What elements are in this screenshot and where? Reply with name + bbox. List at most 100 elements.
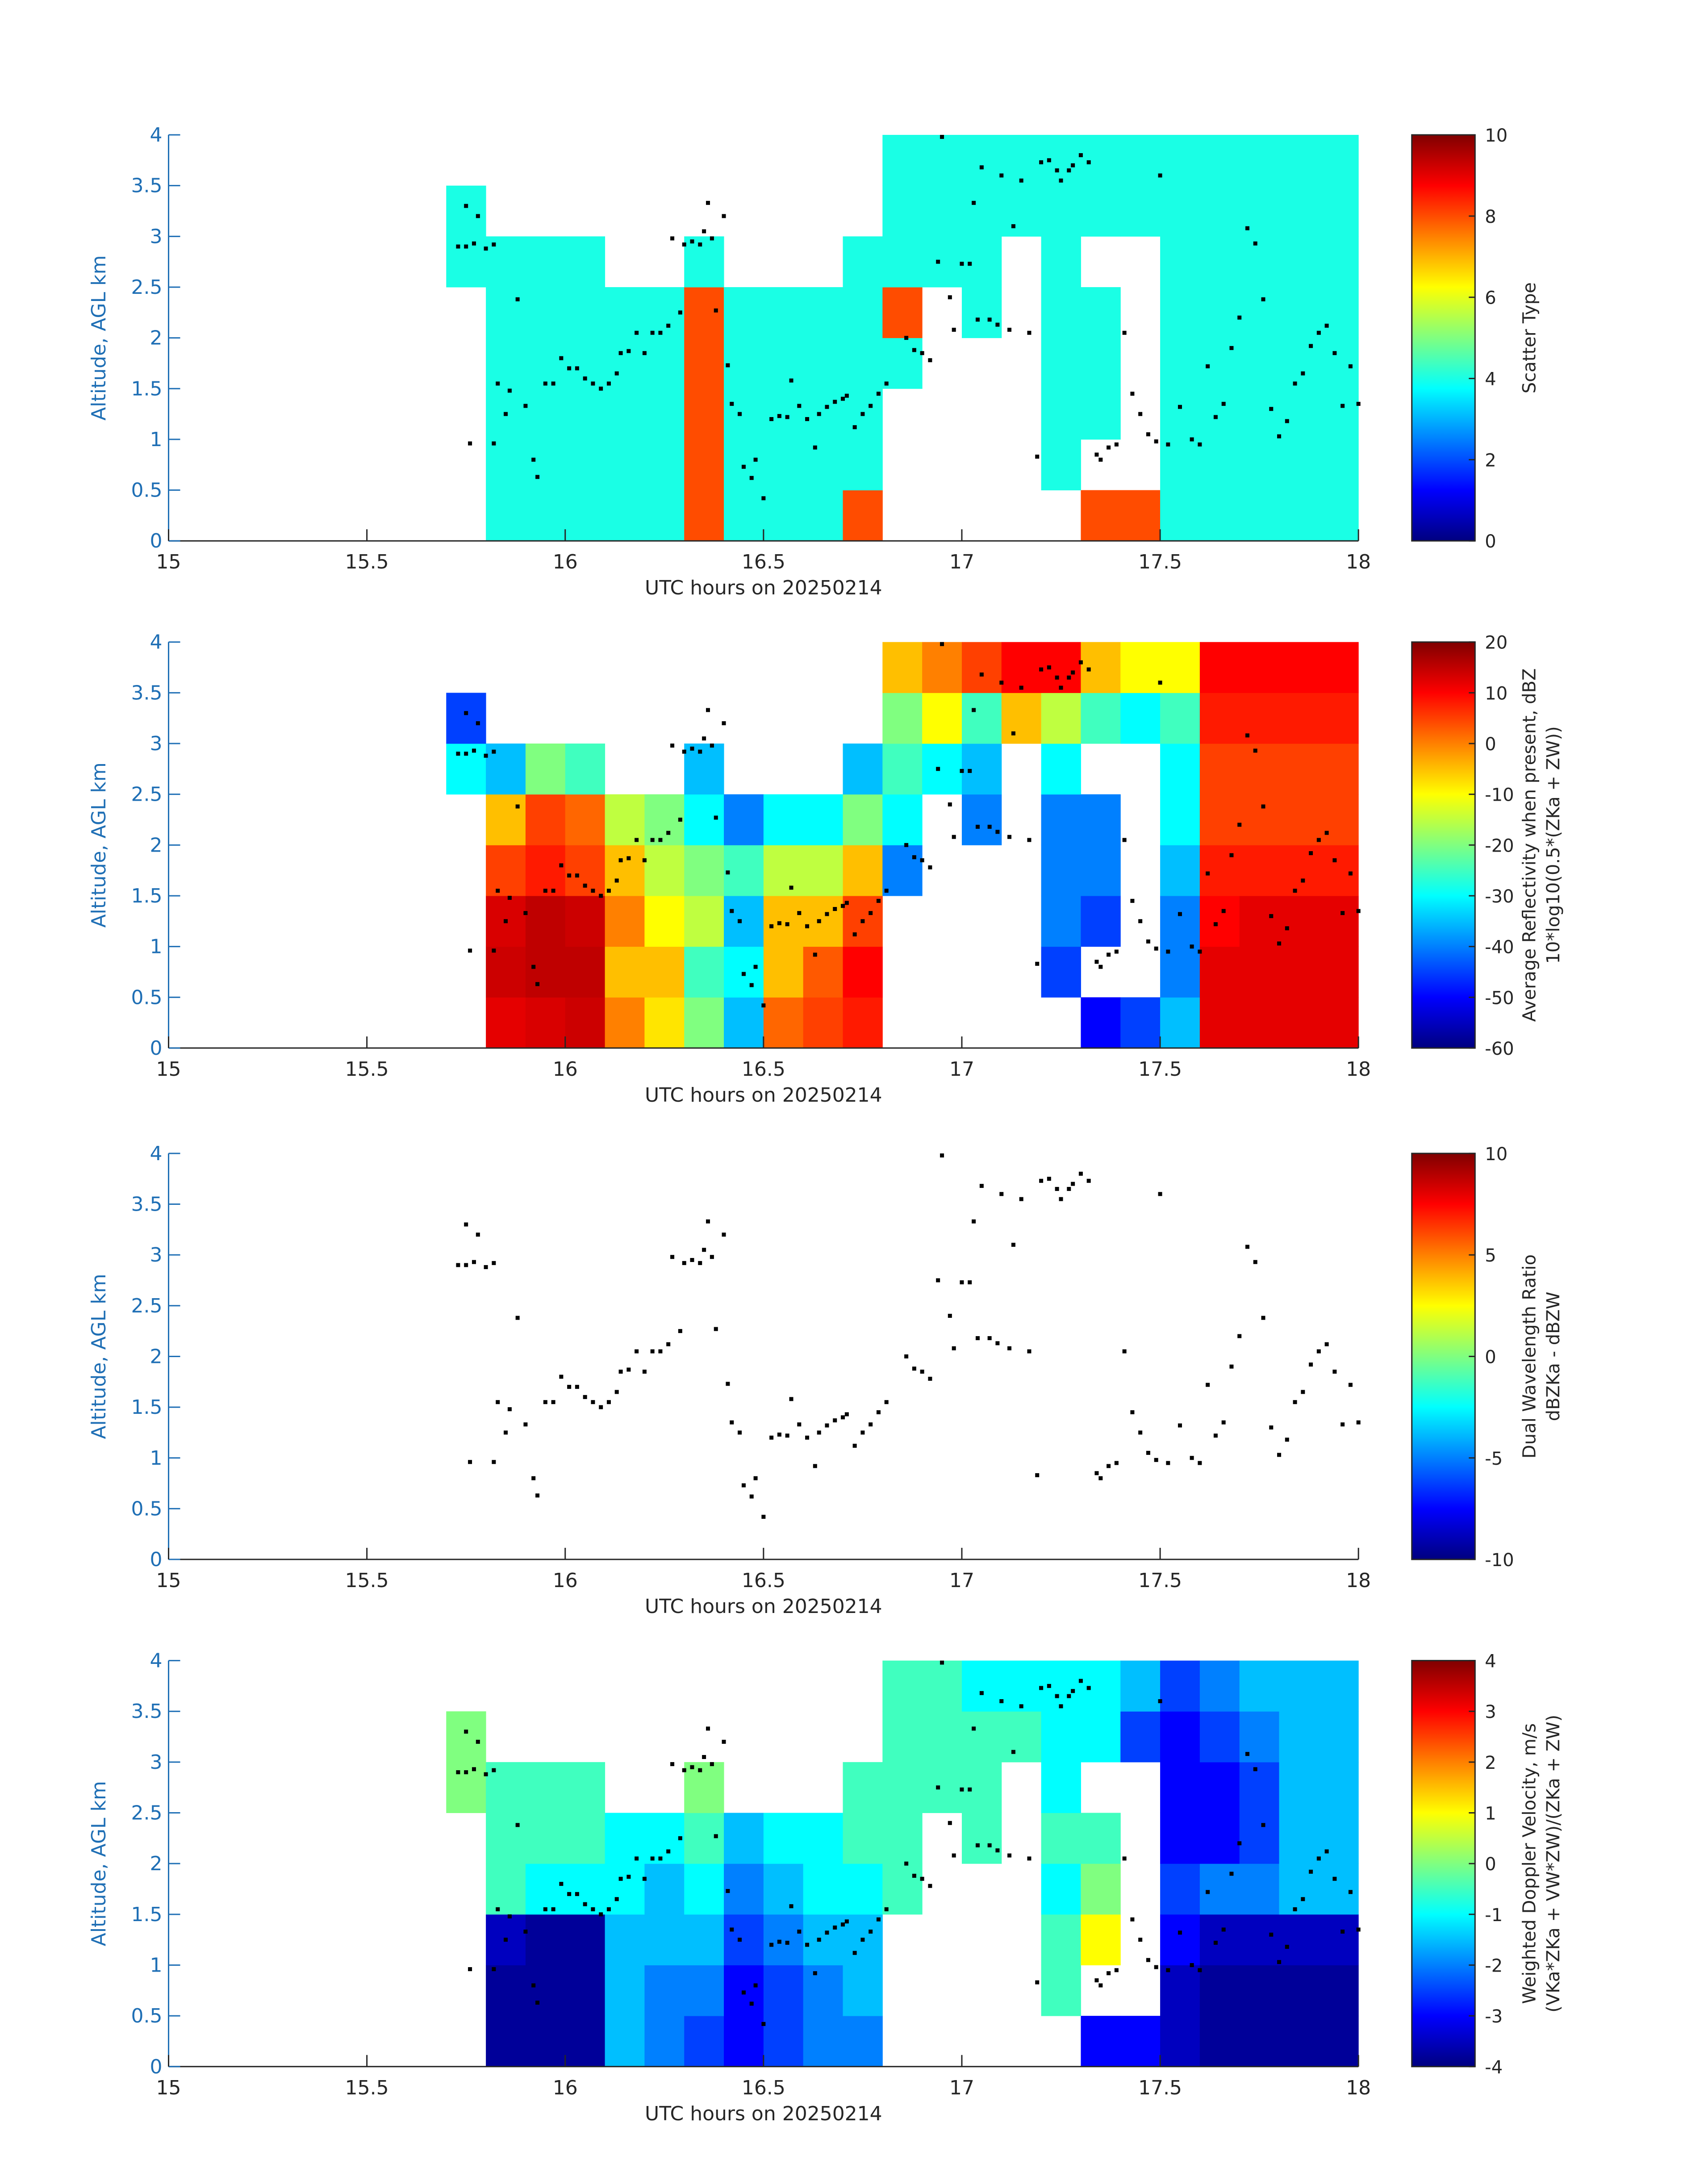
cloud-base-point xyxy=(1293,1400,1297,1404)
cloud-base-point xyxy=(928,1884,932,1888)
cloud-base-point xyxy=(642,858,647,862)
panel: 0 0.5 1 1.5 2 2.5 3 3.5 4 15 15.5 16 16.5 17 17.5 18 UTC… xyxy=(88,1650,1564,2125)
heatmap-cell xyxy=(1319,1711,1359,1763)
cloud-base-point xyxy=(979,165,984,170)
cloud-base-point xyxy=(1130,898,1135,903)
cloud-base-point xyxy=(912,1873,916,1878)
heatmap-cell xyxy=(1319,389,1359,440)
cloud-base-point xyxy=(975,824,980,829)
heatmap-cell xyxy=(1239,287,1280,338)
heatmap-cell xyxy=(843,794,883,845)
heatmap-cell xyxy=(882,287,923,338)
cloud-base-point xyxy=(1206,1890,1210,1894)
cloud-base-point xyxy=(1007,835,1012,839)
cloud-base-point xyxy=(1094,1471,1099,1475)
cloud-base-point xyxy=(726,1889,730,1893)
heatmap-cell xyxy=(565,490,606,541)
cloud-base-point xyxy=(1067,168,1071,173)
heatmap-cell xyxy=(565,439,606,491)
cloud-base-point xyxy=(936,259,940,264)
cloud-base-point xyxy=(531,457,536,462)
heatmap-cell xyxy=(1199,2016,1240,2067)
heatmap-cell xyxy=(605,997,645,1049)
cloud-base-point xyxy=(1122,1856,1127,1861)
x-tick-label: 17.5 xyxy=(1138,1058,1182,1081)
heatmap-cell xyxy=(1081,794,1121,845)
cloud-base-point xyxy=(535,2001,540,2005)
cloud-base-point xyxy=(852,932,857,936)
x-tick-label: 16 xyxy=(553,1058,578,1081)
heatmap-cell xyxy=(1160,1813,1200,1864)
cloud-base-point xyxy=(492,242,496,247)
cloud-base-point xyxy=(670,1255,675,1259)
cloud-base-point xyxy=(551,381,555,386)
heatmap-cell xyxy=(1279,1813,1319,1864)
cloud-base-point xyxy=(1019,685,1023,690)
heatmap-cell xyxy=(843,439,883,491)
cloud-base-point xyxy=(979,1691,984,1695)
heatmap-cell xyxy=(1239,997,1280,1049)
cloud-base-point xyxy=(1059,178,1063,183)
heatmap-cell xyxy=(1041,744,1081,795)
heatmap-cell xyxy=(1199,287,1240,338)
heatmap-cell xyxy=(446,744,486,795)
y-tick-label: 2 xyxy=(150,327,163,350)
cloud-base-point xyxy=(504,919,508,923)
colorbar-tick-label: -40 xyxy=(1485,937,1514,958)
cloud-base-point xyxy=(690,1765,694,1769)
cloud-base-point xyxy=(912,855,916,860)
heatmap-cell xyxy=(1319,1965,1359,2016)
heatmap-cell xyxy=(1239,744,1280,795)
cloud-base-point xyxy=(789,886,793,890)
x-axis-label: UTC hours on 20250214 xyxy=(645,1084,882,1107)
cloud-base-point xyxy=(1007,1346,1012,1350)
cloud-base-point xyxy=(1011,731,1015,735)
heatmap-cell xyxy=(1160,845,1200,896)
y-tick-label: 4 xyxy=(150,1650,163,1672)
cloud-base-point xyxy=(869,404,873,408)
heatmap-cell xyxy=(1081,490,1121,541)
cloud-base-point xyxy=(1285,1945,1289,1949)
heatmap-cell xyxy=(565,1914,606,1965)
colorbar-tick-label: -2 xyxy=(1485,1956,1503,1976)
heatmap-cell xyxy=(763,1914,804,1965)
cloud-base-point xyxy=(1154,946,1158,951)
heatmap-cell xyxy=(1081,389,1121,440)
heatmap-cell xyxy=(803,845,843,896)
heatmap-cell xyxy=(1160,439,1200,491)
cloud-base-point xyxy=(1261,1316,1265,1320)
cloud-base-point xyxy=(1316,330,1321,335)
cloud-base-point xyxy=(476,1739,480,1744)
cloud-base-point xyxy=(714,1327,718,1331)
heatmap-cell xyxy=(605,1864,645,1915)
cloud-base-point xyxy=(1047,158,1051,163)
colorbar xyxy=(1411,1660,1476,2068)
cloud-base-point xyxy=(928,865,932,869)
cloud-base-point xyxy=(599,386,603,391)
cloud-base-point xyxy=(813,953,817,957)
cloud-base-point xyxy=(492,1460,496,1464)
cloud-base-point xyxy=(1039,1686,1044,1690)
heatmap-cell xyxy=(724,338,764,389)
cloud-base-point xyxy=(706,708,710,712)
y-tick-label: 3.5 xyxy=(131,175,163,197)
cloud-base-point xyxy=(1094,1978,1099,1983)
cloud-base-point xyxy=(1341,404,1345,408)
cloud-base-point xyxy=(535,982,540,986)
cloud-base-point xyxy=(1011,1750,1015,1754)
heatmap-cell xyxy=(486,1864,526,1915)
cloud-base-point xyxy=(559,1375,564,1379)
cloud-base-point xyxy=(813,445,817,450)
cloud-base-point xyxy=(1356,1420,1361,1425)
cloud-base-point xyxy=(817,412,821,416)
heatmap-cell xyxy=(644,389,685,440)
heatmap-cell xyxy=(525,1762,566,1813)
cloud-base-point xyxy=(1277,434,1282,439)
heatmap-cell xyxy=(843,1965,883,2016)
heatmap-cell xyxy=(525,1914,566,1965)
heatmap-cell xyxy=(1239,1762,1280,1813)
heatmap-cell xyxy=(1041,287,1081,338)
cloud-base-point xyxy=(476,1233,480,1237)
cloud-base-point xyxy=(1146,432,1150,437)
heatmap-cell xyxy=(1081,845,1121,896)
